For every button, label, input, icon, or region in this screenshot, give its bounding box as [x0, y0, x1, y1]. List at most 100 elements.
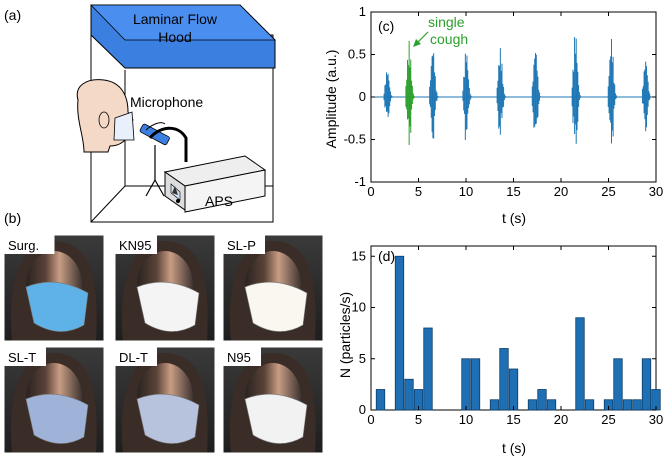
bar: [537, 389, 547, 411]
panel-label-b: (b): [4, 210, 21, 226]
bar: [632, 399, 642, 411]
cough-burst: [531, 53, 545, 128]
cough-burst: [641, 61, 656, 132]
amplitude-chart: 0 5 10 15 20 25 30 -1 -0.5 0 0.5 1: [344, 4, 664, 199]
annotation-cough: cough: [430, 31, 468, 47]
x-tick-label: 0: [367, 184, 374, 199]
x-tick-label: 15: [506, 412, 520, 427]
x-tick-label: 25: [601, 184, 615, 199]
bar: [394, 255, 405, 411]
bar: [575, 317, 585, 411]
face-mask: [25, 281, 89, 332]
particle-bar-chart: 0 5 10 15 20 25 30 0 5 10 15: [352, 245, 663, 427]
x-tick-label: 30: [649, 412, 663, 427]
y-tick-label: 10: [352, 300, 366, 315]
y-tick-label: 0: [359, 89, 366, 104]
mask-label-box: [4, 347, 46, 366]
panel-label-a: (a): [4, 7, 21, 23]
mask-photo-surg-: Surg.: [3, 234, 105, 342]
mask-photo-kn95: KN95: [114, 234, 216, 342]
bar: [527, 399, 538, 411]
chart-d-ylabel: N (particles/s): [337, 292, 353, 378]
face-mask: [25, 393, 89, 444]
panel-label-c: (c): [378, 18, 394, 34]
hood-roof: [90, 4, 276, 69]
face-mask: [136, 281, 200, 332]
bar: [489, 399, 500, 411]
mask-label-box: [4, 235, 55, 254]
x-tick-label: 10: [459, 184, 473, 199]
bar: [546, 399, 557, 411]
y-tick-label: 0.5: [348, 47, 366, 62]
cough-burst: [429, 53, 443, 139]
x-tick-label: 5: [415, 184, 422, 199]
cough-burst: [496, 48, 510, 135]
x-tick-label: 20: [554, 184, 568, 199]
x-tick-label: 30: [649, 184, 663, 199]
cough-burst: [462, 53, 476, 141]
photo-frame: [114, 234, 216, 342]
chart-c-xlabel: t (s): [502, 210, 526, 226]
chart-c-ylabel: Amplitude (a.u.): [323, 50, 339, 149]
cough-burst: [607, 39, 621, 144]
mask-photo-dl-t: DL-T: [114, 346, 216, 454]
aps-label: APS: [205, 193, 233, 209]
x-tick-label: 20: [554, 412, 568, 427]
mask-label-box: [223, 235, 265, 254]
y-tick-label: -1: [354, 174, 366, 189]
mask-label: KN95: [119, 238, 152, 253]
mask-label: DL-T: [119, 350, 148, 365]
photo-frame: [222, 346, 324, 454]
cough-burst: [383, 72, 397, 117]
mask-label: SL-T: [8, 350, 36, 365]
mask-photo-sl-p: SL-P: [222, 234, 324, 342]
panel-label-d: (d): [378, 248, 395, 264]
photo-frame: [222, 234, 324, 342]
y-tick-label: 1: [359, 4, 366, 19]
x-tick-label: 10: [459, 412, 473, 427]
x-tick-label: 0: [367, 412, 374, 427]
x-tick-label: 15: [506, 184, 520, 199]
bar: [584, 399, 595, 411]
bar: [461, 358, 471, 411]
bar: [375, 389, 386, 411]
person-head-icon: [76, 79, 135, 153]
sampling-tube: [148, 126, 188, 162]
y-tick-label: 5: [359, 351, 366, 366]
bar: [622, 399, 633, 411]
annotation-single: single: [428, 14, 465, 30]
bar: [423, 327, 433, 411]
cough-burst: [405, 40, 419, 146]
y-tick-label: -0.5: [344, 132, 366, 147]
bar: [508, 368, 519, 411]
mask-label: SL-P: [227, 238, 256, 253]
annotation-arrow: [413, 31, 429, 47]
bar: [404, 378, 414, 411]
mask-photo-sl-t: SL-T: [3, 346, 105, 454]
face-mask: [244, 281, 308, 332]
bar: [470, 358, 481, 411]
hood-label-line2: Hood: [158, 29, 191, 45]
bar: [613, 358, 623, 411]
hood-label-line1: Laminar Flow: [133, 11, 218, 27]
y-tick-label: 15: [352, 248, 366, 263]
aps-instrument: [163, 155, 267, 213]
x-tick-label: 25: [601, 412, 615, 427]
mask-label-box: [115, 347, 157, 366]
cough-burst: [571, 37, 585, 144]
photo-frame: [114, 346, 216, 454]
face-mask: [136, 393, 200, 444]
bar: [641, 358, 652, 411]
chart-d-xlabel: t (s): [502, 440, 526, 456]
bar: [499, 348, 509, 411]
mask-label: N95: [227, 350, 251, 365]
y-tick-label: 0: [359, 402, 366, 417]
mask-label-box: [115, 235, 157, 254]
mask-photo-grid: Surg. KN95 SL-P SL-T DL-T N95: [3, 234, 324, 454]
x-tick-label: 5: [415, 412, 422, 427]
photo-frame: [3, 346, 105, 454]
microphone-label: Microphone: [130, 94, 203, 110]
mask-label-box: [223, 347, 261, 366]
mask-photo-n95: N95: [222, 346, 324, 454]
